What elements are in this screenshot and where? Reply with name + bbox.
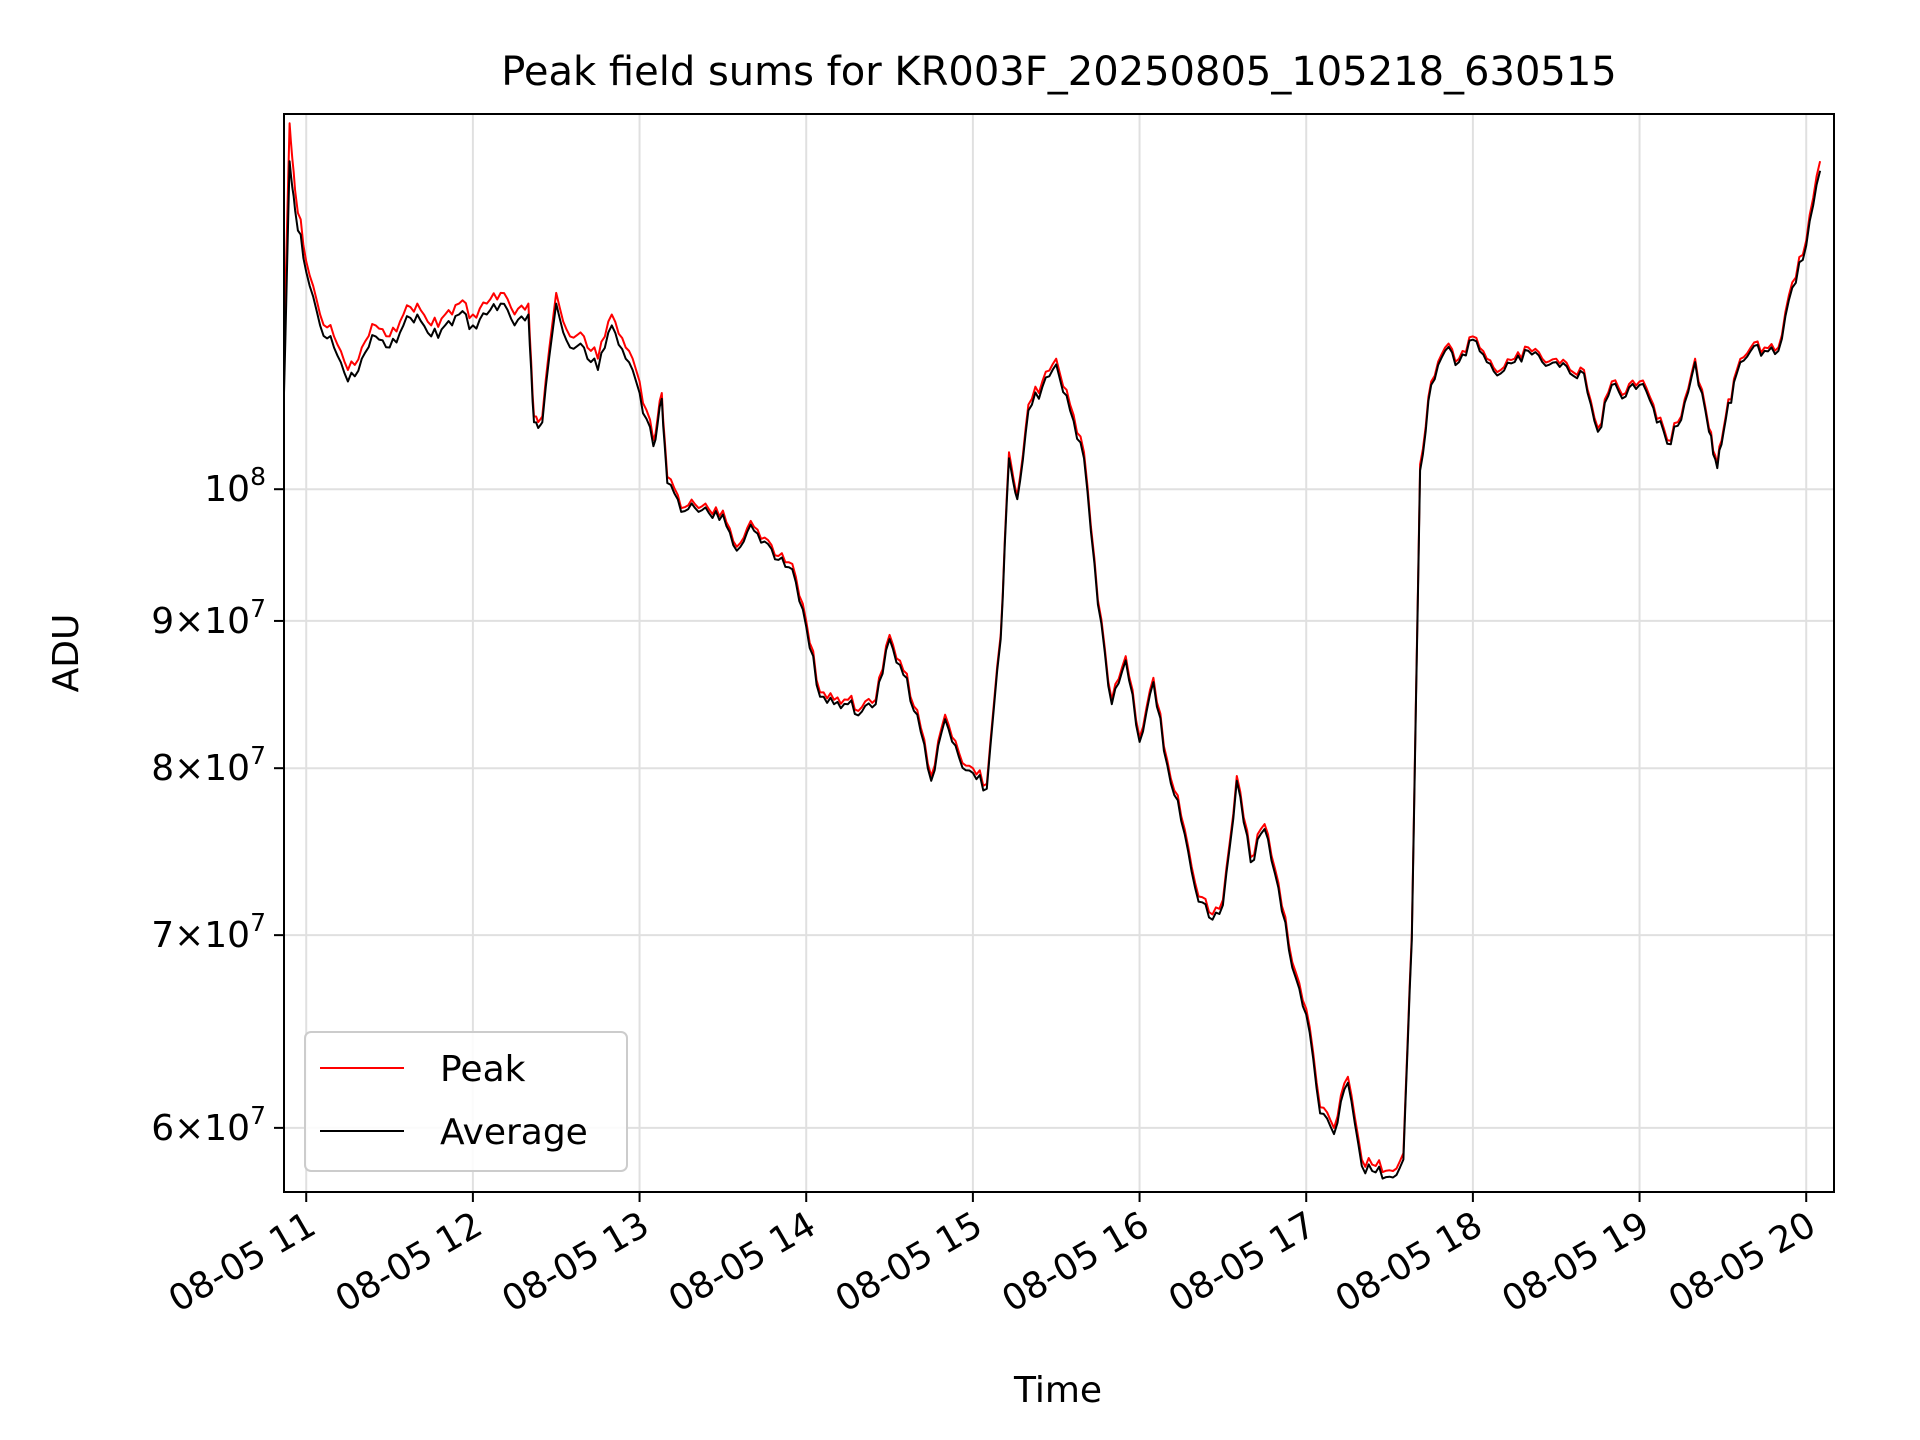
- y-tick-label: 7×107: [151, 908, 266, 956]
- plot-frame: [283, 113, 1835, 1193]
- legend: Peak Average: [304, 1031, 628, 1172]
- legend-label-peak: Peak: [440, 1049, 526, 1090]
- y-axis-label: ADU: [46, 614, 87, 693]
- legend-label-average: Average: [440, 1112, 588, 1153]
- y-tick-label: 108: [204, 462, 266, 510]
- chart-title: Peak field sums for KR003F_20250805_1052…: [501, 49, 1617, 95]
- y-tick-label: 9×107: [151, 594, 266, 642]
- x-axis-label: Time: [1013, 1370, 1102, 1411]
- grid-lines: [284, 114, 1834, 1192]
- series-line-average: [283, 160, 1822, 1180]
- y-tick-label: 8×107: [151, 741, 266, 789]
- plot-area: [284, 114, 1834, 1192]
- legend-box: [304, 1031, 628, 1172]
- data-series-layer: [283, 122, 1822, 1180]
- y-axis-ticks: 108 9×107 8×107 7×107 6×107: [151, 462, 284, 1149]
- y-tick-label: 6×107: [151, 1101, 266, 1149]
